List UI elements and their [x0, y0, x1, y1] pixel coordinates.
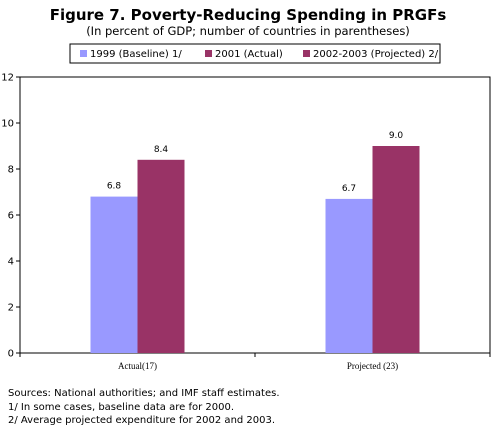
x-tick-label: Actual(17): [118, 361, 157, 371]
y-tick-label: 0: [8, 349, 14, 360]
footnote-1: 1/ In some cases, baseline data are for …: [8, 401, 235, 413]
footnote-2: 2/ Average projected expenditure for 200…: [8, 415, 276, 426]
y-tick-label: 10: [1, 119, 14, 130]
chart-subtitle: (In percent of GDP; number of countries …: [86, 24, 410, 38]
legend-swatch: [303, 50, 310, 57]
bar: [90, 196, 138, 353]
legend-label: 2002-2003 (Projected) 2/: [313, 49, 439, 60]
bar: [372, 146, 420, 353]
y-tick-label: 8: [8, 165, 14, 176]
bar: [137, 159, 185, 353]
chart-notes: Sources: National authorities; and IMF s…: [8, 387, 280, 428]
legend-swatch: [205, 50, 212, 57]
data-label: 8.4: [154, 145, 169, 155]
legend: [69, 43, 441, 64]
chart-title: Figure 7. Poverty-Reducing Spending in P…: [49, 6, 447, 24]
data-label: 9.0: [389, 131, 404, 141]
y-tick-label: 12: [1, 73, 14, 84]
legend-label: 2001 (Actual): [215, 49, 283, 60]
y-tick-label: 4: [8, 257, 14, 268]
y-tick-label: 2: [8, 303, 14, 314]
bar: [325, 198, 373, 353]
data-label: 6.7: [342, 184, 356, 194]
legend-swatch: [80, 50, 87, 57]
source-note: Sources: National authorities; and IMF s…: [8, 388, 280, 399]
data-label: 6.8: [107, 182, 122, 192]
y-tick-label: 6: [8, 211, 14, 222]
x-tick-label: Projected (23): [347, 361, 398, 371]
legend-label: 1999 (Baseline) 1/: [90, 49, 182, 60]
